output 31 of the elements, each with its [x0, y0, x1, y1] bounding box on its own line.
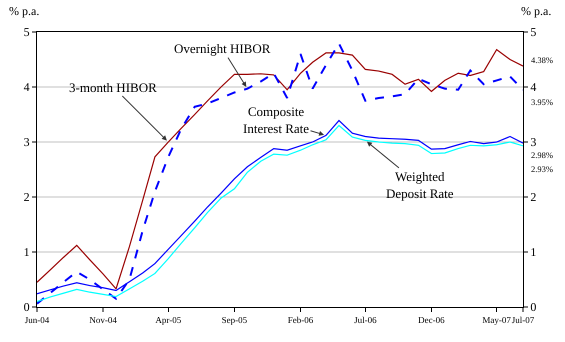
y-tick-label: 1: [24, 245, 30, 260]
x-tick-label: May-07: [482, 314, 512, 325]
data-label: 3.95%: [531, 97, 553, 107]
y2-tick-label: 2: [530, 190, 536, 204]
annotation: 3-month HIBOR: [69, 80, 158, 95]
y-tick-label: 4: [24, 80, 30, 94]
x-tick-label: Feb-06: [288, 314, 314, 325]
x-tick-label: Jul-07: [512, 314, 535, 325]
y2-tick-label: 3: [530, 135, 536, 150]
x-tick-label: Sep-05: [222, 314, 248, 325]
data-label: 4.38%: [531, 55, 553, 65]
x-tick-label: Dec-06: [418, 314, 446, 325]
y-tick-label: 3: [24, 135, 30, 150]
y2-axis-title: % p.a.: [521, 4, 552, 18]
y2-tick-label: 4: [530, 80, 536, 94]
annotation: Overnight HIBOR: [174, 41, 271, 56]
x-tick-label: Jun-04: [24, 314, 50, 325]
x-tick-label: Jul-06: [354, 314, 378, 325]
y2-tick-label: 1: [530, 245, 536, 260]
data-label: 2.98%: [531, 150, 553, 160]
y-tick-label: 2: [24, 190, 30, 204]
annotation: Weighted Deposit Rate: [386, 169, 454, 201]
y2-tick-label: 5: [530, 25, 536, 40]
data-label: 2.93%: [531, 164, 553, 174]
y2-tick-label: 0: [530, 300, 536, 314]
annotation: Composite Interest Rate: [243, 104, 310, 136]
y-tick-label: 5: [24, 25, 30, 40]
y-tick-label: 0: [24, 300, 30, 314]
x-tick-label: Apr-05: [155, 314, 182, 325]
y-axis-title: % p.a.: [9, 4, 40, 18]
x-tick-label: Nov-04: [89, 314, 118, 325]
